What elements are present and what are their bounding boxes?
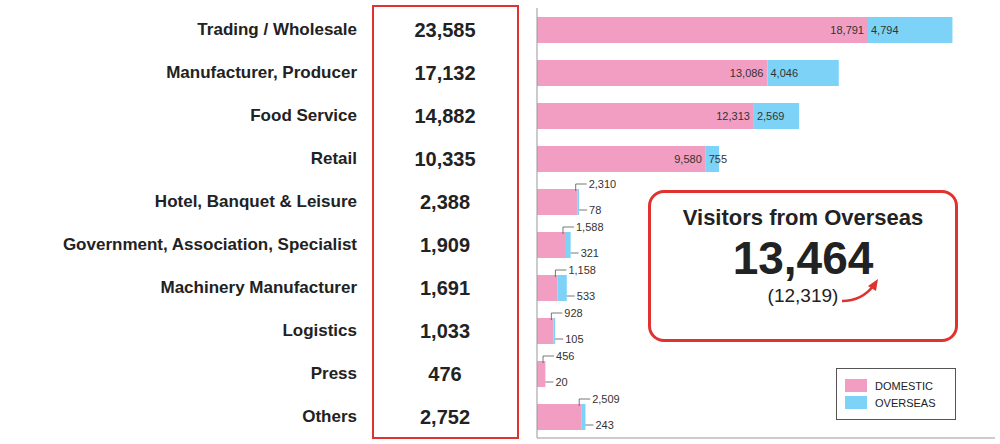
svg-text:10,335: 10,335	[414, 148, 475, 170]
svg-text:14,882: 14,882	[414, 105, 475, 127]
html-text:13,464: 13,464	[732, 232, 874, 284]
svg-text:2,509: 2,509	[592, 393, 620, 405]
svg-text:Food Service: Food Service	[250, 106, 357, 125]
svg-text:2,752: 2,752	[420, 406, 470, 428]
svg-text:18,791: 18,791	[830, 24, 864, 36]
svg-text:12,313: 12,313	[716, 110, 750, 122]
svg-text:Others: Others	[302, 407, 357, 426]
svg-text:4,046: 4,046	[771, 67, 799, 79]
svg-text:2,310: 2,310	[589, 178, 617, 190]
svg-text:9,580: 9,580	[674, 153, 702, 165]
svg-text:Retail: Retail	[311, 149, 357, 168]
svg-text:Trading / Wholesale: Trading / Wholesale	[197, 20, 357, 39]
svg-text:Government, Association, Speci: Government, Association, Specialist	[63, 235, 357, 254]
html-text:OVERSEAS: OVERSEAS	[875, 396, 936, 409]
svg-text:1,158: 1,158	[568, 264, 596, 276]
html-text:Visitors from Overseas: Visitors from Overseas	[682, 205, 924, 230]
svg-text:928: 928	[564, 307, 582, 319]
svg-text:23,585: 23,585	[414, 19, 475, 41]
svg-text:1,691: 1,691	[420, 277, 470, 299]
svg-text:20: 20	[555, 376, 567, 388]
svg-text:1,588: 1,588	[576, 221, 604, 233]
svg-text:105: 105	[565, 333, 583, 345]
svg-text:Manufacturer, Producer: Manufacturer, Producer	[166, 63, 357, 82]
svg-text:755: 755	[709, 153, 727, 165]
svg-text:2,569: 2,569	[757, 110, 785, 122]
svg-text:17,132: 17,132	[414, 62, 475, 84]
svg-text:533: 533	[577, 290, 595, 302]
svg-text:1,909: 1,909	[420, 234, 470, 256]
svg-text:Hotel, Banquet & Leisure: Hotel, Banquet & Leisure	[155, 192, 357, 211]
svg-text:Machinery Manufacturer: Machinery Manufacturer	[161, 278, 358, 297]
svg-text:1,033: 1,033	[420, 320, 470, 342]
svg-text:4,794: 4,794	[871, 24, 899, 36]
svg-text:456: 456	[556, 350, 574, 362]
svg-text:13,086: 13,086	[730, 67, 764, 79]
svg-text:Logistics: Logistics	[282, 321, 357, 340]
html-text:(12,319): (12,319)	[767, 285, 839, 306]
svg-text:243: 243	[595, 419, 613, 431]
html-text:DOMESTIC: DOMESTIC	[875, 379, 934, 392]
svg-text:78: 78	[589, 204, 601, 216]
svg-text:Press: Press	[311, 364, 357, 383]
svg-text:476: 476	[428, 363, 461, 385]
svg-text:2,388: 2,388	[420, 191, 470, 213]
svg-text:321: 321	[581, 247, 599, 259]
